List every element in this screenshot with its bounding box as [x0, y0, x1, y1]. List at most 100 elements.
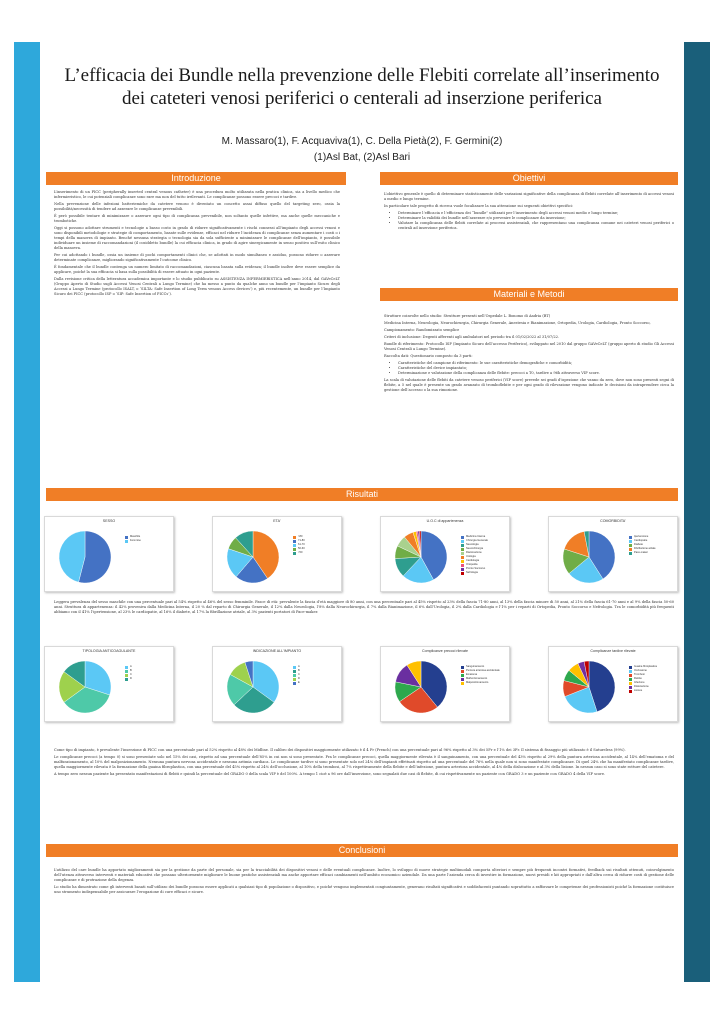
pie-slice	[58, 530, 86, 583]
legend-swatch	[461, 571, 464, 575]
legend-item: Trombosi	[629, 673, 673, 677]
legend-item: B	[293, 669, 337, 673]
legend-item: D	[293, 677, 337, 681]
legend-item: 61-70	[293, 543, 337, 547]
legend-label: Diabete	[634, 543, 643, 546]
right-accent-bar	[684, 42, 710, 982]
obiettivi-list: Determinare l’efficacia e l’efficienza d…	[398, 211, 674, 231]
legend-label: Malfunzionamento	[466, 677, 488, 680]
intro-text: L’inserimento di un PICC (peripherally i…	[54, 190, 340, 299]
pie-chart	[394, 530, 448, 584]
legend-label: Malposizionamento	[466, 681, 489, 684]
legend-swatch	[629, 547, 632, 551]
legend-item: Ipertensione	[629, 535, 673, 539]
pie-chart	[58, 660, 112, 714]
legend-swatch	[629, 543, 632, 547]
materiali-paragraph: Campionamento: Randomizzato semplice	[384, 328, 460, 332]
legend-swatch	[293, 669, 296, 673]
conclusioni-paragraph: Lo studio ha dimostrato come gli interve…	[54, 885, 674, 894]
legend-swatch	[629, 551, 632, 555]
legend-label: Fibrillazione atriale	[634, 547, 656, 550]
intro-paragraph: È però possibile tentare di minimizzare …	[54, 214, 340, 223]
pie-slice	[252, 660, 280, 703]
chart-legend: >80 71-80 61-70 50-60 <50	[293, 535, 337, 555]
legend-item: B	[125, 669, 169, 673]
pie-slice	[420, 660, 448, 708]
materiali-header: Materiali e Metodi	[380, 288, 678, 301]
legend-swatch	[125, 673, 128, 677]
materiali-paragraph: Criteri di inclusione: Degenti afferenti…	[384, 335, 560, 339]
legend-swatch	[125, 539, 128, 543]
obiettivi-text: L’obiettivo generale è quello di determi…	[384, 192, 674, 233]
legend-swatch	[293, 665, 296, 669]
legend-label: Femmine	[130, 539, 141, 542]
legend-label: Urologia	[466, 555, 476, 558]
legend-swatch	[293, 673, 296, 677]
legend-label: D	[298, 677, 300, 680]
legend-swatch	[293, 543, 296, 547]
legend-swatch	[629, 685, 632, 689]
legend-item: Occlusione	[629, 669, 673, 673]
materiali-text: Strutture coinvolte nello studio: Strutt…	[384, 314, 674, 395]
chart-title: Complicanze precoci rilevate	[422, 649, 468, 653]
list-item: Valutare la complicanza delle flebiti co…	[398, 221, 674, 231]
legend-item: Ortopedia	[461, 563, 505, 567]
chart-title: INDICAZIONE ALL'IMPIANTO	[252, 649, 302, 653]
risultati-paragraph: A tempo zero nessun paziente ha presenta…	[54, 772, 606, 776]
legend-swatch	[461, 559, 464, 563]
obiettivi-paragraph: L’obiettivo generale è quello di determi…	[384, 192, 674, 201]
legend-item: Cardiopatie	[629, 539, 673, 543]
legend-item: Dislocazione	[629, 685, 673, 689]
legend-swatch	[629, 681, 632, 685]
poster-title: L’efficacia dei Bundle nella prevenzione…	[64, 65, 660, 109]
intro-paragraph: L’inserimento di un PICC (peripherally i…	[54, 190, 340, 199]
materiali-paragraph: Raccolta dati: Questionario composto da …	[384, 354, 473, 358]
legend-swatch	[293, 551, 296, 555]
obiettivi-paragraph: In particolare tale progetto di ricerca …	[384, 204, 573, 208]
legend-label: C	[298, 673, 300, 676]
risultati-text-2: Come tipo di impianto, è prevalente l’in…	[54, 748, 674, 779]
conclusioni-text: L’utilizzo del care bundle ha apportato …	[54, 868, 674, 897]
legend-label: Cardiologia	[466, 559, 480, 562]
legend-swatch	[293, 535, 296, 539]
pie-slice	[568, 556, 604, 584]
legend-item: Medicina Interna	[461, 535, 505, 539]
authors: M. Massaro(1), F. Acquaviva(1), C. Della…	[221, 136, 503, 147]
legend-item: Pace-maker	[629, 551, 673, 555]
legend-label: Medicina Interna	[466, 535, 486, 538]
conclusioni-header: Conclusioni	[46, 844, 678, 857]
chart-title: Complicanze tardive rilevate	[590, 649, 636, 653]
legend-item: D	[125, 677, 169, 681]
legend-label: Rianimazione	[466, 551, 482, 554]
legend-label: Guaina fibroplastica	[634, 665, 657, 668]
legend-swatch	[629, 689, 632, 693]
list-item: Determinazione e valutazione della compl…	[398, 371, 674, 376]
chart-8: Complicanze tardive rilevate Guaina fibro…	[548, 646, 678, 722]
legend-item: Guaina fibroplastica	[629, 665, 673, 669]
legend-label: 61-70	[298, 543, 305, 546]
legend-label: Ematoma	[466, 673, 478, 676]
pie-slice	[84, 660, 112, 696]
legend-item: Sanguinamento	[461, 665, 505, 669]
legend-label: Infezione	[634, 681, 645, 684]
legend-item: Puntura arteriosa accidentale	[461, 669, 505, 673]
legend-item: Neurochirurgia	[461, 547, 505, 551]
pie-chart	[562, 530, 616, 584]
legend-swatch	[629, 677, 632, 681]
legend-label: Sanguinamento	[466, 665, 485, 668]
legend-label: C	[130, 673, 132, 676]
legend-label: Pronto Soccorso	[466, 567, 486, 570]
legend-label: B	[298, 669, 300, 672]
legend-label: E	[298, 681, 300, 684]
pie-chart	[226, 660, 280, 714]
legend-item: C	[293, 673, 337, 677]
chart-4: COMORBIDITA' Ipertensione Cardiopatie Diabe…	[548, 516, 678, 592]
left-accent-bar	[14, 42, 40, 982]
legend-label: Lisione	[634, 689, 643, 692]
legend-item: Malposizionamento	[461, 681, 505, 685]
legend-label: 71-80	[298, 539, 305, 542]
chart-legend: Guaina fibroplastica Occlusione Trombosi Fl…	[629, 665, 673, 693]
obiettivi-header: Obiettivi	[380, 172, 678, 185]
chart-1: SESSO Maschile Femmine	[44, 516, 174, 592]
